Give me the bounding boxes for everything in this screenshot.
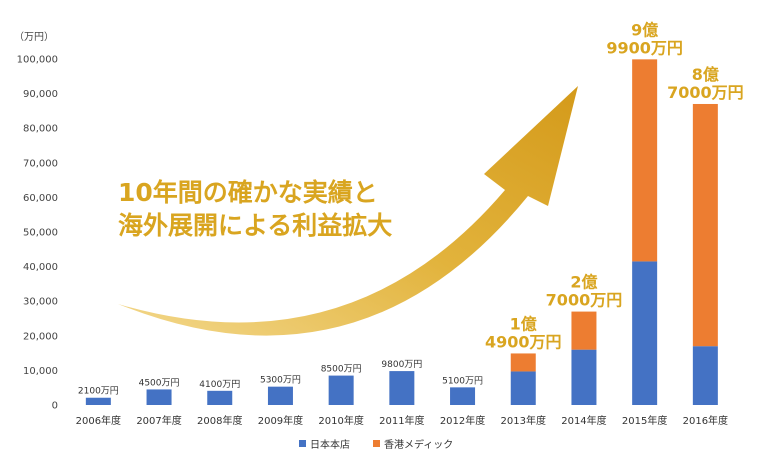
bar-value-label: 5300万円 xyxy=(260,375,301,386)
bar-japan xyxy=(328,375,354,405)
bar-hongkong xyxy=(571,311,597,350)
bar-japan xyxy=(207,390,233,405)
bar-value-label: 4100万円 xyxy=(199,379,240,390)
legend-swatch-hongkong xyxy=(373,440,380,447)
unit-label: （万円） xyxy=(14,31,54,43)
big-value-label-line1: 1億 xyxy=(510,314,537,333)
big-value-label-line1: 2億 xyxy=(570,273,597,292)
bar-japan xyxy=(389,371,415,405)
y-tick-label: 40,000 xyxy=(23,262,58,273)
callout-line-1: 10年間の確かな実績と xyxy=(118,178,378,207)
x-tick-label: 2014年度 xyxy=(561,414,606,427)
x-tick-label: 2010年度 xyxy=(318,414,363,427)
x-axis: 2006年度 2007年度 2008年度 2009年度 2010年度 2011年度 2012… xyxy=(76,414,728,427)
callout-line-2: 海外展開による利益拡大 xyxy=(118,211,392,240)
x-tick-label: 2009年度 xyxy=(258,414,303,427)
bar-japan xyxy=(692,346,718,405)
y-tick-label: 20,000 xyxy=(23,331,58,342)
y-tick-label: 60,000 xyxy=(23,193,58,204)
big-value-label-line2: 7000万円 xyxy=(667,83,744,102)
bar-value-label: 8500万円 xyxy=(321,364,362,375)
x-tick-label: 2015年度 xyxy=(622,414,667,427)
big-value-label-line2: 4900万円 xyxy=(485,332,562,351)
y-tick-label: 90,000 xyxy=(23,89,58,100)
big-value-label-line1: 9億 xyxy=(631,20,658,39)
bar-japan xyxy=(450,387,476,405)
y-axis: 0 10,000 20,000 30,000 40,000 50,000 60,000 70,… xyxy=(17,55,58,412)
bar-value-label: 2100万円 xyxy=(78,386,119,397)
legend: 日本本店 香港メディック xyxy=(299,438,453,451)
x-tick-label: 2011年度 xyxy=(379,414,424,427)
bar-japan xyxy=(510,371,536,405)
bar-value-label: 9800万円 xyxy=(381,359,422,370)
bar-japan xyxy=(146,389,172,405)
big-value-label-line2: 9900万円 xyxy=(606,38,683,57)
big-value-label-line2: 7000万円 xyxy=(546,291,623,310)
x-tick-label: 2013年度 xyxy=(501,414,546,427)
y-tick-label: 10,000 xyxy=(23,366,58,377)
bar-japan xyxy=(267,386,293,405)
x-tick-label: 2008年度 xyxy=(197,414,242,427)
y-tick-label: 50,000 xyxy=(23,228,58,239)
legend-swatch-japan xyxy=(299,440,306,447)
big-value-label-line1: 8億 xyxy=(692,65,719,84)
bar-hongkong xyxy=(510,353,536,372)
x-tick-label: 2016年度 xyxy=(683,414,728,427)
bar-japan xyxy=(571,349,597,405)
y-tick-label: 0 xyxy=(52,401,58,412)
bar-japan xyxy=(632,261,658,405)
legend-label-japan: 日本本店 xyxy=(310,438,350,451)
bars xyxy=(85,59,718,405)
y-tick-label: 70,000 xyxy=(23,158,58,169)
y-tick-label: 80,000 xyxy=(23,124,58,135)
x-tick-label: 2007年度 xyxy=(136,414,181,427)
bar-hongkong xyxy=(632,59,658,262)
bar-value-label: 5100万円 xyxy=(442,375,483,386)
y-tick-label: 100,000 xyxy=(17,55,58,66)
x-tick-label: 2006年度 xyxy=(76,414,121,427)
data-labels: 2100万円 4500万円 4100万円 5300万円 8500万円 9800万円 5100… xyxy=(78,20,744,396)
x-tick-label: 2012年度 xyxy=(440,414,485,427)
legend-label-hongkong: 香港メディック xyxy=(384,438,453,451)
bar-hongkong xyxy=(692,103,718,347)
bar-japan xyxy=(85,397,111,405)
bar-value-label: 4500万円 xyxy=(139,377,180,388)
y-tick-label: 30,000 xyxy=(23,297,58,308)
